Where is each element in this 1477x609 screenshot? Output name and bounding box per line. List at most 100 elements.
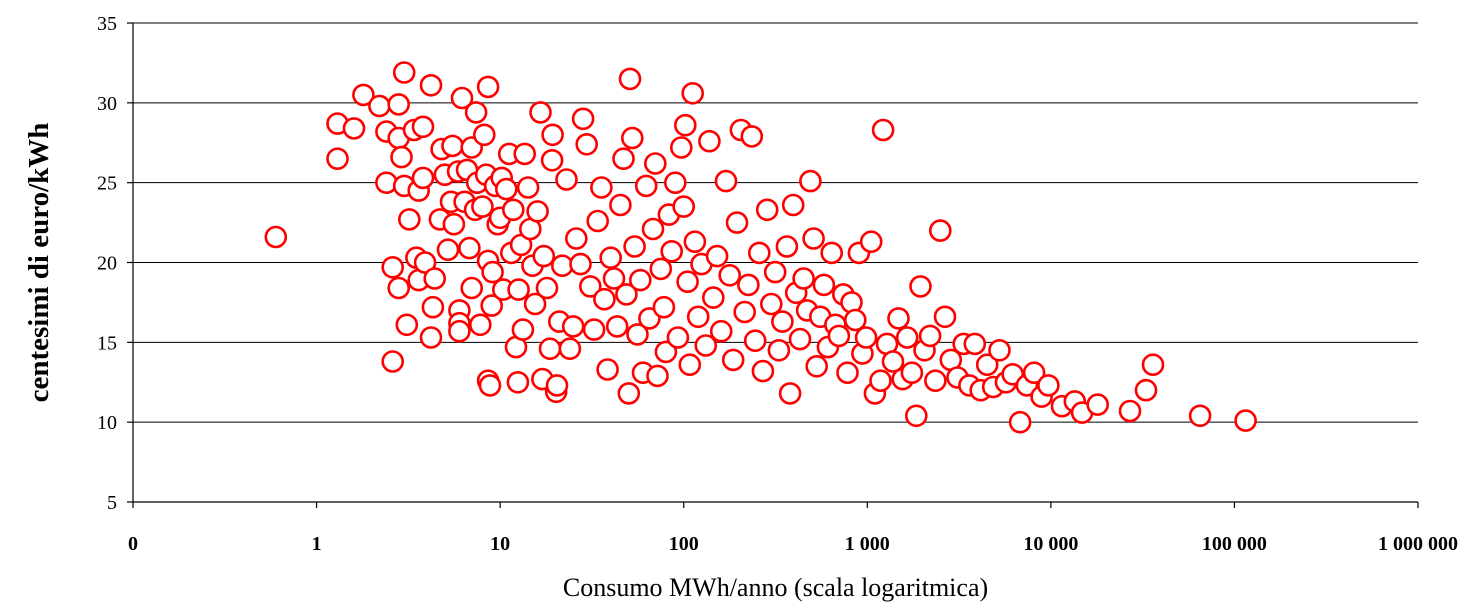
data-point bbox=[718, 263, 742, 287]
data-point bbox=[471, 195, 494, 218]
data-point bbox=[751, 359, 775, 383]
data-point bbox=[854, 326, 878, 349]
data-point bbox=[395, 313, 419, 337]
data-point bbox=[812, 273, 836, 297]
data-point bbox=[618, 67, 642, 91]
data-point bbox=[1188, 404, 1212, 428]
gridlines bbox=[133, 22, 1418, 423]
y-tick-label: 5 bbox=[107, 492, 117, 514]
data-point bbox=[421, 295, 445, 319]
data-point bbox=[988, 338, 1011, 362]
data-point bbox=[763, 260, 787, 284]
data-point bbox=[928, 219, 952, 242]
data-point bbox=[895, 326, 919, 349]
data-point bbox=[472, 123, 496, 147]
data-point bbox=[1008, 410, 1032, 434]
data-point bbox=[507, 278, 530, 301]
data-point bbox=[663, 171, 687, 194]
data-point bbox=[615, 283, 638, 306]
data-point bbox=[859, 230, 883, 253]
data-point bbox=[869, 369, 892, 393]
data-point bbox=[721, 348, 745, 372]
data-point bbox=[743, 329, 767, 353]
data-point bbox=[634, 174, 658, 198]
data-point bbox=[701, 286, 725, 309]
data-point bbox=[626, 323, 649, 346]
data-point bbox=[501, 198, 525, 222]
data-point bbox=[820, 241, 844, 265]
data-point bbox=[352, 83, 375, 107]
data-point bbox=[771, 310, 794, 333]
data-point bbox=[660, 240, 684, 263]
data-point bbox=[397, 208, 421, 231]
data-point bbox=[628, 268, 652, 292]
data-point bbox=[641, 217, 665, 241]
data-point bbox=[805, 354, 829, 378]
data-point bbox=[781, 193, 805, 217]
data-point bbox=[326, 147, 349, 170]
data-point bbox=[464, 101, 488, 124]
data-point bbox=[686, 305, 710, 329]
x-tick-label: 1 000 bbox=[845, 533, 890, 555]
data-point bbox=[649, 257, 673, 281]
data-point bbox=[778, 382, 802, 405]
data-point bbox=[599, 246, 623, 270]
data-point bbox=[643, 152, 667, 175]
data-point bbox=[963, 332, 987, 356]
y-tick-label: 15 bbox=[97, 332, 117, 354]
data-point bbox=[681, 82, 705, 105]
data-point bbox=[582, 318, 606, 341]
data-point bbox=[1141, 353, 1165, 377]
data-point bbox=[575, 133, 599, 156]
data-point bbox=[843, 308, 867, 332]
data-point bbox=[535, 276, 559, 300]
data-point bbox=[646, 364, 669, 388]
data-point bbox=[541, 123, 564, 147]
y-tick-label: 20 bbox=[97, 253, 117, 275]
data-point bbox=[523, 292, 547, 316]
data-point bbox=[411, 115, 435, 139]
x-tick-labels: 0 1 10 100 1 000 10 000 100 000 1 000 000 bbox=[128, 502, 1458, 555]
data-point bbox=[460, 276, 484, 300]
data-point bbox=[387, 93, 411, 116]
data-point bbox=[555, 168, 578, 191]
data-point bbox=[698, 129, 721, 153]
data-point bbox=[924, 369, 947, 393]
data-point bbox=[561, 315, 585, 338]
data-point bbox=[747, 241, 771, 265]
data-point bbox=[617, 382, 641, 405]
data-point bbox=[933, 305, 957, 329]
data-point bbox=[792, 267, 815, 290]
data-point bbox=[441, 134, 464, 158]
data-point bbox=[799, 169, 822, 193]
x-tick-label: 10 000 bbox=[1023, 533, 1078, 555]
data-point bbox=[775, 235, 799, 258]
data-point bbox=[419, 326, 443, 349]
data-points bbox=[264, 61, 1257, 434]
data-point bbox=[602, 267, 626, 290]
data-point bbox=[458, 236, 481, 260]
data-point bbox=[1037, 374, 1060, 397]
data-point bbox=[513, 142, 537, 166]
y-tick-label: 10 bbox=[97, 412, 117, 434]
data-point bbox=[1086, 393, 1109, 416]
data-point bbox=[480, 294, 504, 317]
data-point bbox=[676, 270, 699, 294]
data-point bbox=[564, 227, 588, 250]
data-point bbox=[532, 244, 556, 268]
data-point bbox=[683, 230, 707, 253]
data-point bbox=[413, 251, 437, 274]
data-point bbox=[740, 125, 764, 148]
data-point bbox=[705, 244, 729, 268]
x-tick-label: 10 bbox=[490, 533, 510, 555]
data-point bbox=[538, 337, 562, 361]
data-point bbox=[827, 324, 851, 348]
data-point bbox=[478, 374, 502, 397]
data-point bbox=[516, 176, 540, 199]
data-point bbox=[694, 334, 718, 357]
data-point bbox=[545, 374, 569, 397]
data-point bbox=[387, 276, 411, 300]
data-point bbox=[390, 145, 413, 169]
data-point bbox=[620, 126, 644, 150]
